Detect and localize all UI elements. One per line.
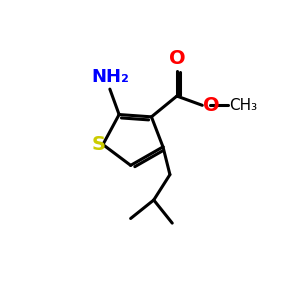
Text: S: S (92, 135, 106, 154)
Text: O: O (203, 96, 220, 115)
Text: O: O (169, 49, 185, 68)
Text: NH₂: NH₂ (91, 68, 129, 86)
Text: CH₃: CH₃ (229, 98, 257, 113)
